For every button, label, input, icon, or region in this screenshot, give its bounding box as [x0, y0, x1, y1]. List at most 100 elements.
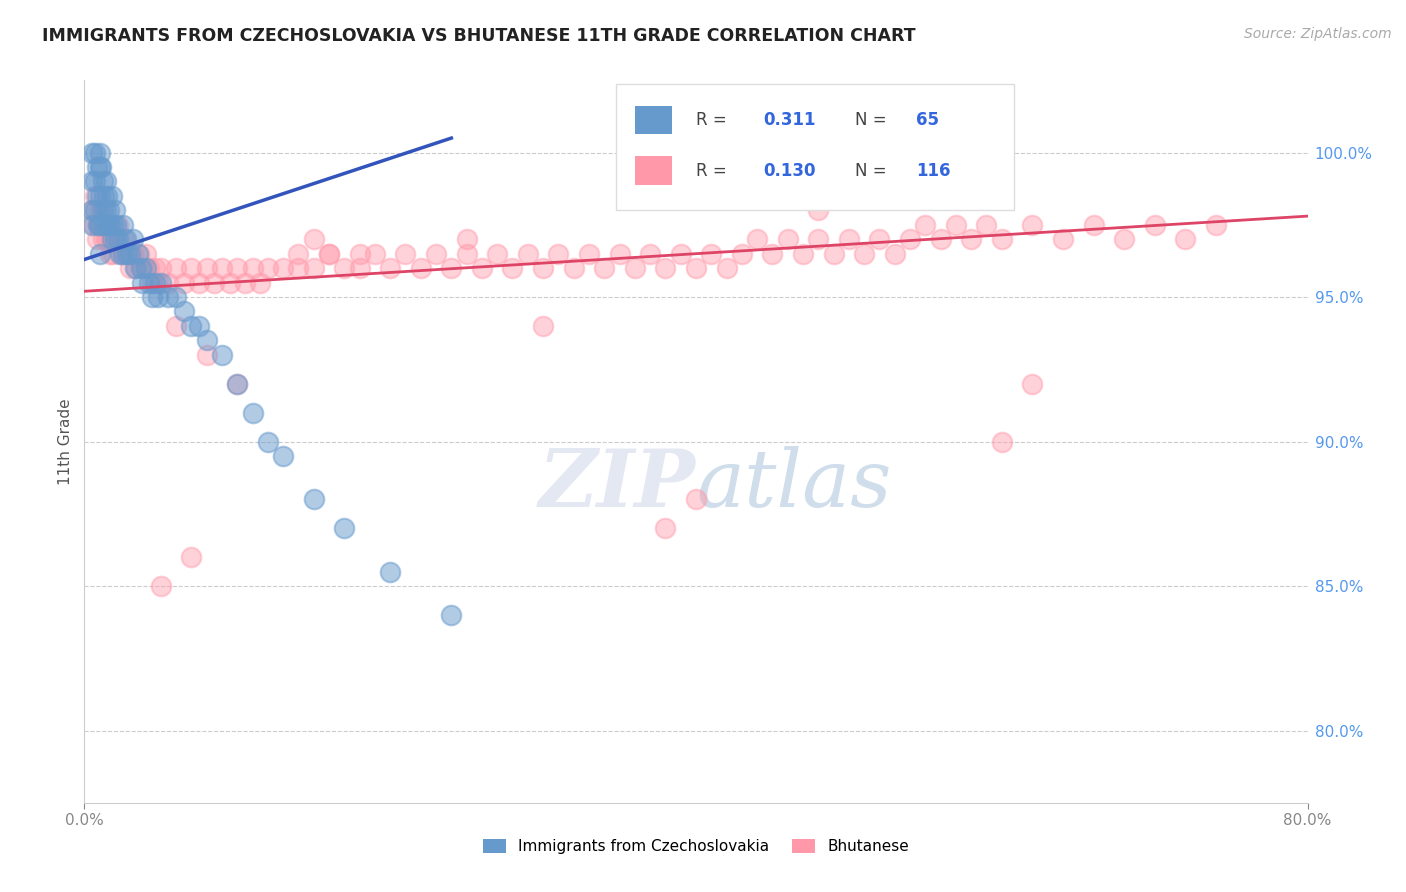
- Point: [823, 246, 845, 260]
- Point: [776, 232, 799, 246]
- Point: [107, 232, 129, 246]
- Point: [349, 246, 371, 260]
- Point: [86, 189, 108, 203]
- Point: [456, 246, 478, 260]
- Point: [128, 246, 150, 260]
- Point: [456, 232, 478, 246]
- Point: [80, 218, 103, 232]
- Point: [89, 145, 111, 160]
- Point: [302, 232, 325, 246]
- Point: [138, 261, 160, 276]
- Point: [97, 232, 120, 246]
- Point: [104, 232, 127, 246]
- Point: [440, 607, 463, 622]
- Point: [976, 218, 998, 232]
- Text: N =: N =: [855, 161, 891, 179]
- Point: [89, 189, 111, 203]
- Point: [84, 203, 107, 218]
- Point: [141, 290, 163, 304]
- Point: [138, 276, 160, 290]
- Point: [90, 160, 112, 174]
- Point: [195, 334, 218, 348]
- Point: [131, 261, 153, 276]
- Point: [180, 318, 202, 333]
- Point: [226, 376, 249, 391]
- Point: [93, 189, 115, 203]
- Point: [173, 276, 195, 290]
- Text: ZIP: ZIP: [538, 446, 696, 524]
- Point: [122, 232, 145, 246]
- Point: [654, 261, 676, 276]
- Text: 65: 65: [917, 111, 939, 129]
- Point: [1174, 232, 1197, 246]
- Point: [89, 218, 111, 232]
- Point: [792, 246, 814, 260]
- Point: [165, 261, 187, 276]
- Point: [654, 521, 676, 535]
- Point: [593, 261, 616, 276]
- Text: atlas: atlas: [696, 446, 891, 524]
- Legend: Immigrants from Czechoslovakia, Bhutanese: Immigrants from Czechoslovakia, Bhutanes…: [477, 833, 915, 860]
- Point: [257, 261, 280, 276]
- Point: [114, 232, 136, 246]
- Point: [165, 290, 187, 304]
- Point: [129, 261, 152, 276]
- Point: [94, 232, 117, 246]
- Point: [287, 261, 309, 276]
- Point: [103, 246, 125, 260]
- Point: [409, 261, 432, 276]
- Point: [242, 406, 264, 420]
- Point: [112, 232, 135, 246]
- Point: [731, 246, 754, 260]
- Point: [807, 203, 830, 218]
- Text: N =: N =: [855, 111, 891, 129]
- Point: [685, 492, 707, 507]
- Point: [271, 261, 294, 276]
- Point: [302, 261, 325, 276]
- Point: [84, 174, 107, 188]
- Point: [96, 218, 118, 232]
- Point: [101, 189, 124, 203]
- Point: [195, 261, 218, 276]
- Point: [120, 246, 142, 260]
- Point: [93, 218, 115, 232]
- Point: [960, 232, 983, 246]
- Point: [991, 232, 1014, 246]
- FancyBboxPatch shape: [616, 84, 1014, 211]
- Point: [1205, 218, 1227, 232]
- Text: Source: ZipAtlas.com: Source: ZipAtlas.com: [1244, 27, 1392, 41]
- Point: [638, 246, 661, 260]
- Point: [143, 261, 166, 276]
- Text: R =: R =: [696, 161, 733, 179]
- Point: [226, 261, 249, 276]
- Point: [96, 189, 118, 203]
- Point: [108, 246, 131, 260]
- Point: [146, 276, 169, 290]
- Point: [287, 246, 309, 260]
- Text: 116: 116: [917, 161, 950, 179]
- Point: [531, 318, 554, 333]
- Point: [98, 246, 121, 260]
- Point: [249, 276, 271, 290]
- Point: [562, 261, 585, 276]
- Point: [257, 434, 280, 449]
- Point: [89, 160, 111, 174]
- Point: [93, 218, 115, 232]
- Point: [853, 246, 876, 260]
- Point: [195, 348, 218, 362]
- Point: [807, 232, 830, 246]
- Point: [165, 318, 187, 333]
- Point: [349, 261, 371, 276]
- Point: [146, 290, 169, 304]
- Point: [122, 246, 145, 260]
- Point: [127, 246, 149, 260]
- Point: [531, 261, 554, 276]
- Point: [333, 521, 356, 535]
- Point: [486, 246, 509, 260]
- Point: [1083, 218, 1105, 232]
- Point: [103, 218, 125, 232]
- Point: [502, 261, 524, 276]
- Point: [90, 218, 112, 232]
- Point: [716, 261, 738, 276]
- Point: [1052, 232, 1074, 246]
